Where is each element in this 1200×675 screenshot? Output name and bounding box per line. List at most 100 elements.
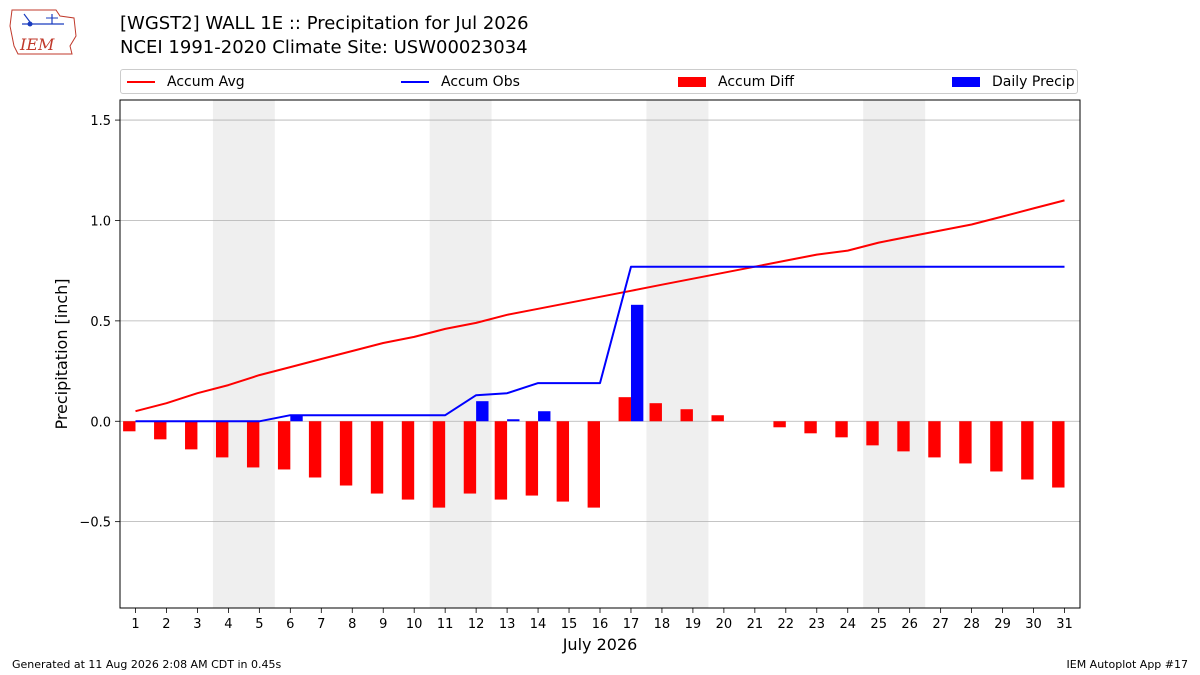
- y-tick-label: 0.0: [90, 415, 111, 430]
- accum-diff-bar: [123, 421, 136, 432]
- accum-diff-bar: [246, 421, 260, 468]
- weekend-shade-3: [646, 100, 709, 608]
- x-tick-label: 22: [778, 617, 795, 632]
- x-tick-label: 19: [685, 617, 702, 632]
- accum-diff-bar: [990, 421, 1003, 472]
- legend-label-accum-obs: Accum Obs: [441, 74, 520, 90]
- accum-diff-bar: [401, 421, 415, 500]
- x-tick-label: 6: [286, 617, 294, 632]
- accum-diff-bar: [928, 421, 941, 458]
- accum-diff-bar: [773, 421, 786, 428]
- footer-app: IEM Autoplot App #17: [1066, 658, 1189, 671]
- plot-frame: [119, 99, 1081, 609]
- x-tick-label: 8: [348, 617, 356, 632]
- x-tick-label: 13: [499, 617, 516, 632]
- y-tick-label: 1.0: [90, 214, 111, 229]
- accum-diff-bar: [216, 421, 229, 458]
- x-tick-label: 30: [1025, 617, 1042, 632]
- x-tick-label: 5: [255, 617, 263, 632]
- accum-avg-line: [135, 199, 1065, 413]
- x-tick-label: 23: [809, 617, 826, 632]
- x-tick-label: 4: [224, 617, 232, 632]
- x-tick-label: 15: [561, 617, 578, 632]
- accum-diff-bar: [587, 421, 600, 508]
- legend-swatch-accum-obs: [401, 81, 429, 83]
- weekend-shade-4: [863, 100, 926, 608]
- y-tick-label: −0.5: [79, 516, 111, 531]
- logo-text: IEM: [19, 35, 55, 54]
- accum-diff-bar: [804, 421, 817, 434]
- x-tick-label: 31: [1056, 617, 1073, 632]
- footer-generated: Generated at 11 Aug 2026 2:08 AM CDT in …: [12, 658, 282, 671]
- accum-diff-bar: [649, 403, 662, 422]
- x-tick-label: 12: [468, 617, 485, 632]
- accum-diff-bar: [494, 421, 508, 500]
- y-tick-label: 0.5: [90, 315, 111, 330]
- daily-precip-bar: [630, 304, 644, 422]
- accum-diff-bar: [185, 421, 198, 450]
- accum-diff-bar: [463, 421, 477, 494]
- x-tick-label: 26: [901, 617, 918, 632]
- x-tick-label: 24: [839, 617, 856, 632]
- x-tick-label: 27: [932, 617, 949, 632]
- legend-item-accum-diff: Accum Diff: [678, 73, 794, 91]
- x-tick-label: 25: [870, 617, 887, 632]
- legend-label-accum-diff: Accum Diff: [718, 74, 795, 90]
- accum-diff-bar: [308, 421, 322, 478]
- x-tick-label: 28: [963, 617, 980, 632]
- daily-precip-bar: [507, 419, 520, 422]
- legend-swatch-accum-diff: [678, 77, 706, 87]
- accum-diff-bar: [339, 421, 353, 486]
- iem-logo: IEM: [9, 9, 77, 55]
- accum-diff-bar: [1052, 421, 1065, 488]
- x-tick-label: 16: [592, 617, 609, 632]
- accum-diff-bar: [154, 421, 167, 440]
- legend-item-accum-avg: Accum Avg: [127, 73, 245, 91]
- weekend-shade-2: [429, 100, 492, 608]
- daily-precip-bar: [476, 401, 489, 422]
- legend-item-accum-obs: Accum Obs: [401, 73, 520, 91]
- x-tick-label: 29: [994, 617, 1011, 632]
- x-tick-label: 17: [623, 617, 640, 632]
- daily-precip-bar: [538, 411, 551, 422]
- x-tick-label: 9: [379, 617, 387, 632]
- y-tick-label: 1.5: [90, 114, 111, 129]
- legend-swatch-daily-precip: [952, 77, 980, 87]
- accum-diff-bar: [680, 409, 693, 422]
- accum-diff-bar: [525, 421, 539, 496]
- daily-precip-bar: [290, 415, 303, 422]
- accum-diff-bar: [432, 421, 446, 508]
- x-axis-label: July 2026: [562, 635, 638, 654]
- legend-label-daily-precip: Daily Precip: [992, 74, 1075, 90]
- accum-diff-bar: [866, 421, 879, 446]
- y-axis-label: Precipitation [inch]: [52, 278, 71, 429]
- accum-diff-bar: [711, 415, 724, 422]
- x-tick-label: 11: [437, 617, 454, 632]
- accum-diff-bar: [959, 421, 972, 464]
- x-tick-label: 14: [530, 617, 547, 632]
- legend-item-daily-precip: Daily Precip: [952, 73, 1075, 91]
- legend: Accum Avg Accum Obs Accum Diff Daily Pre…: [120, 69, 1078, 94]
- weekend-shade-1: [212, 100, 275, 608]
- accum-diff-bar: [897, 421, 910, 452]
- x-tick-label: 3: [193, 617, 201, 632]
- x-tick-label: 7: [317, 617, 325, 632]
- accum-diff-bar: [618, 397, 631, 422]
- legend-swatch-accum-avg: [127, 81, 155, 83]
- accum-diff-bar: [556, 421, 570, 502]
- x-tick-label: 1: [131, 617, 139, 632]
- accum-obs-line: [135, 265, 1065, 423]
- legend-label-accum-avg: Accum Avg: [167, 74, 245, 90]
- x-tick-label: 2: [162, 617, 170, 632]
- chart-subtitle: NCEI 1991-2020 Climate Site: USW00023034: [120, 37, 528, 58]
- accum-diff-bar: [1021, 421, 1034, 480]
- accum-diff-bar: [835, 421, 848, 438]
- x-tick-label: 20: [716, 617, 733, 632]
- x-tick-label: 10: [406, 617, 423, 632]
- accum-diff-bar: [277, 421, 291, 470]
- accum-diff-bar: [370, 421, 384, 494]
- x-tick-label: 21: [747, 617, 764, 632]
- chart-title: [WGST2] WALL 1E :: Precipitation for Jul…: [120, 13, 529, 34]
- x-tick-label: 18: [654, 617, 671, 632]
